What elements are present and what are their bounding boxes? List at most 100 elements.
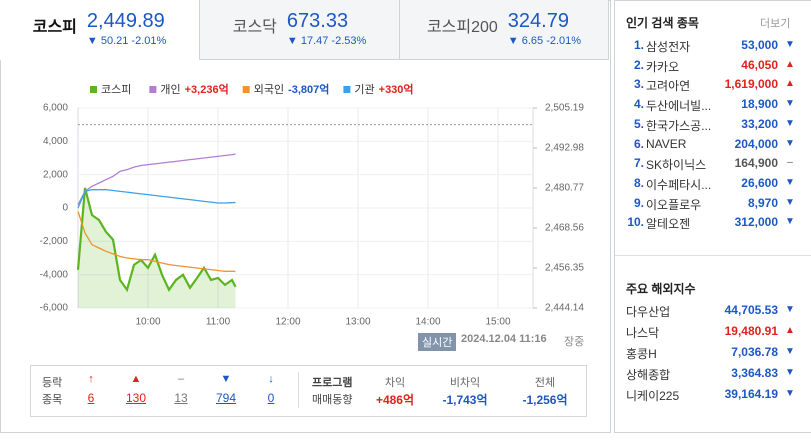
divider: [298, 372, 299, 408]
legend-value: +3,236억: [185, 83, 229, 96]
legend-swatch: [149, 86, 157, 93]
program-name: 전체: [534, 377, 556, 389]
stats-label: 종목: [42, 394, 63, 406]
stock-name[interactable]: NAVER: [646, 136, 687, 151]
y-tick-label: 6,000: [43, 103, 68, 114]
stats-label: 등락: [42, 377, 63, 389]
index-name[interactable]: 홍콩H: [626, 347, 657, 361]
y2-tick-label: 2,480.77: [545, 183, 584, 194]
stock-price: 18,900: [741, 97, 778, 112]
tab-name: 코스닥: [232, 19, 277, 36]
y2-tick-label: 2,444.14: [545, 303, 584, 314]
stock-name[interactable]: 삼성전자: [646, 40, 691, 54]
index-arrow: ▼: [785, 304, 795, 315]
y-tick-label: -6,000: [40, 303, 69, 314]
stock-arrow: ▼: [785, 39, 795, 50]
index-arrow: ▼: [785, 388, 795, 399]
index-tab[interactable]: 코스닥 673.33 ▼ 17.47 -2.53%: [200, 0, 400, 60]
stats-label: 프로그램: [312, 377, 353, 389]
stock-arrow: ▼: [785, 98, 795, 110]
breadth-icon: –: [177, 373, 185, 385]
rank: 1.: [633, 38, 644, 52]
stock-name[interactable]: 고려아연: [646, 79, 691, 94]
tab-change: ▼ 6.65 -2.01%: [507, 35, 582, 47]
legend-swatch: [242, 86, 250, 93]
rank: 7.: [633, 156, 644, 171]
stock-arrow: –: [787, 157, 793, 169]
legend-swatch: [343, 86, 351, 93]
index-arrow: ▼: [785, 346, 795, 357]
line: [77, 211, 236, 273]
stock-name[interactable]: 알테오젠: [646, 217, 691, 232]
breadth-count[interactable]: 0: [267, 391, 275, 405]
side-title: 주요 해외지수: [626, 282, 696, 296]
tab-values: 2,449.89 ▼ 50.21 -2.01%: [87, 10, 166, 47]
legend-label: 코스피: [101, 83, 131, 96]
stock-arrow: ▼: [785, 196, 795, 208]
breadth-icon: ▲: [130, 373, 142, 385]
index-name[interactable]: 나스닥: [626, 326, 660, 340]
stats-box: [30, 365, 587, 417]
rank: 4.: [633, 97, 644, 112]
rank: 5.: [633, 116, 644, 131]
stock-price: 26,600: [741, 175, 778, 190]
y2-tick-label: 2,492.98: [545, 143, 584, 154]
y2-tick-label: 2,505.19: [545, 103, 584, 114]
stock-name[interactable]: 두산에너빌...: [646, 99, 712, 114]
y-tick-label: -4,000: [40, 269, 69, 280]
tab-values: 673.33 ▼ 17.47 -2.53%: [287, 10, 366, 47]
index-name[interactable]: 상해종합: [626, 368, 671, 382]
rank: 8.: [633, 175, 644, 190]
index-tab[interactable]: 코스피 2,449.89 ▼ 50.21 -2.01%: [0, 0, 200, 60]
index-arrow: ▼: [785, 367, 795, 378]
index-name[interactable]: 니케이225: [626, 389, 680, 403]
stock-name[interactable]: 이오플로우: [646, 197, 702, 212]
tab-value: 2,449.89: [86, 10, 165, 32]
index-value: 44,705.53: [724, 303, 778, 317]
rank: 9.: [633, 195, 644, 210]
program-name: 비차익: [449, 377, 481, 389]
index-value: 19,480.91: [724, 324, 778, 338]
stock-price: 164,900: [734, 156, 778, 171]
line: [76, 187, 237, 293]
program-name: 차익: [384, 377, 406, 389]
stock-arrow: ▼: [785, 117, 795, 129]
legend-label: 개인: [160, 83, 180, 96]
legend-value: +330억: [379, 83, 414, 96]
index-value: 7,036.78: [731, 345, 778, 359]
breadth-icon: ↑: [88, 373, 94, 385]
stock-arrow: ▼: [785, 137, 795, 149]
y-tick-label: 2,000: [43, 169, 68, 180]
stock-price: 46,050: [741, 57, 778, 72]
rank: 6.: [633, 136, 644, 151]
index-name[interactable]: 다우산업: [626, 305, 671, 319]
area: [78, 187, 236, 308]
y2-tick-label: 2,468.56: [545, 223, 584, 234]
more-link[interactable]: 더보기: [760, 18, 791, 30]
status-time: 2024.12.04 11:16: [461, 333, 547, 345]
stock-name[interactable]: 한국가스공...: [646, 118, 712, 133]
y-tick-label: 0: [62, 203, 68, 214]
breadth-icon: ↓: [268, 373, 274, 385]
breadth-count[interactable]: 130: [125, 391, 147, 405]
breadth-count[interactable]: 13: [174, 391, 188, 405]
y-tick-label: 4,000: [43, 136, 68, 147]
tab-name: 코스피200: [426, 19, 498, 36]
tab-name: 코스피: [32, 19, 77, 36]
line: [77, 189, 236, 209]
index-tab[interactable]: 코스피200 324.79 ▼ 6.65 -2.01%: [400, 0, 609, 60]
breadth-count[interactable]: 794: [215, 391, 237, 405]
x-tick-label: 12:00: [275, 317, 300, 328]
breadth-count[interactable]: 6: [87, 391, 95, 405]
index-arrow: ▲: [785, 325, 795, 336]
stock-name[interactable]: SK하이닉스: [646, 158, 707, 173]
program-value: -1,256억: [522, 393, 568, 407]
stock-price: 8,970: [747, 195, 778, 210]
x-tick-label: 10:00: [135, 317, 160, 328]
y-tick-label: -2,000: [40, 236, 69, 247]
divider: [615, 255, 811, 256]
stock-price: 1,619,000: [724, 77, 778, 92]
stock-name[interactable]: 카카오: [646, 59, 680, 74]
stock-name[interactable]: 이수페타시...: [646, 177, 712, 192]
